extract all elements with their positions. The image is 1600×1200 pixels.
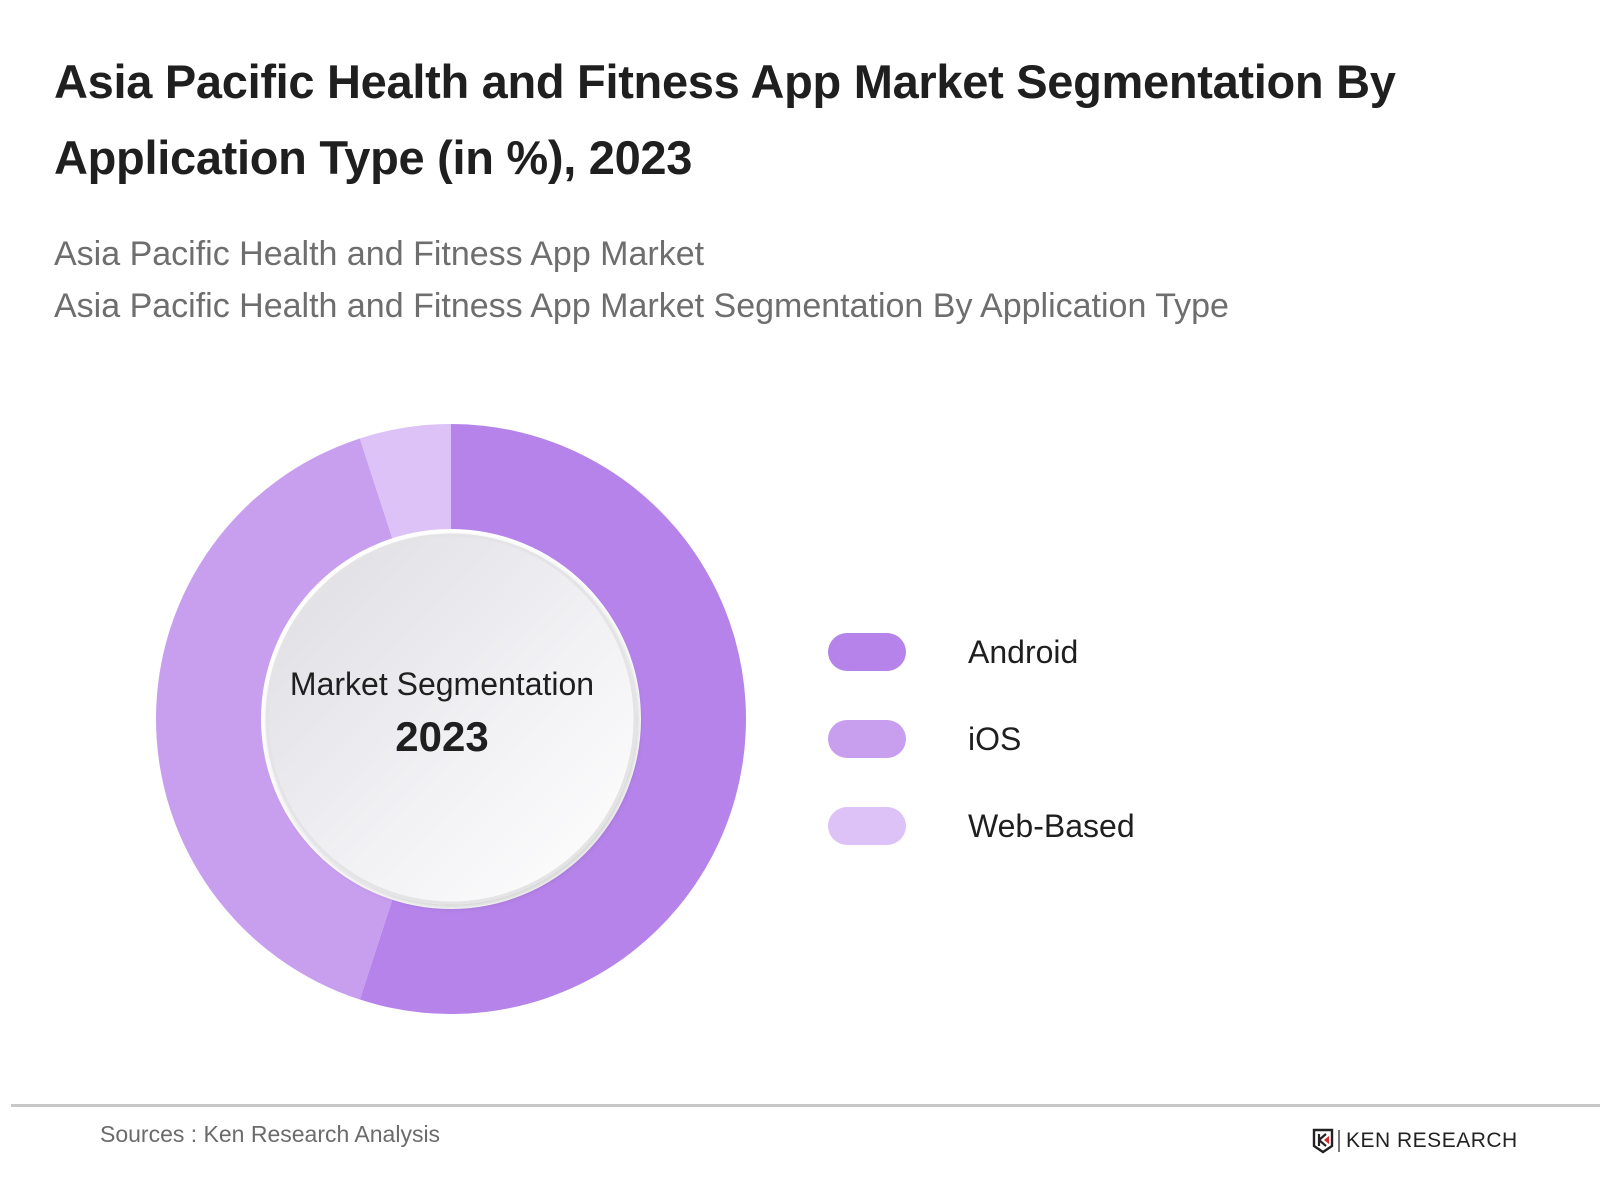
brand-name: KEN RESEARCH bbox=[1346, 1129, 1518, 1152]
donut-chart: Market Segmentation 2023 bbox=[150, 415, 760, 1025]
ken-research-shield-icon bbox=[1312, 1128, 1334, 1154]
legend: Android iOS Web-Based bbox=[828, 633, 1135, 894]
legend-item-android[interactable]: Android bbox=[828, 633, 1135, 671]
subtitle-line-2: Asia Pacific Health and Fitness App Mark… bbox=[54, 287, 1229, 325]
legend-item-web-based[interactable]: Web-Based bbox=[828, 807, 1135, 845]
brand-separator bbox=[1338, 1130, 1340, 1152]
donut-hole bbox=[265, 533, 637, 905]
legend-swatch-ios bbox=[828, 720, 906, 758]
chart-subtitle: Asia Pacific Health and Fitness App Mark… bbox=[54, 228, 1229, 332]
legend-item-ios[interactable]: iOS bbox=[828, 720, 1135, 758]
donut-svg bbox=[156, 424, 747, 1014]
legend-swatch-android bbox=[828, 633, 906, 671]
subtitle-line-1: Asia Pacific Health and Fitness App Mark… bbox=[54, 235, 705, 273]
sources-note: Sources : Ken Research Analysis bbox=[100, 1121, 441, 1147]
legend-label-ios: iOS bbox=[968, 720, 1022, 757]
legend-swatch-web-based bbox=[828, 807, 906, 845]
legend-label-android: Android bbox=[968, 633, 1079, 670]
legend-label-web-based: Web-Based bbox=[968, 807, 1135, 844]
footer-divider bbox=[11, 1104, 1600, 1107]
ken-research-logo: KEN RESEARCH bbox=[1312, 1128, 1518, 1154]
chart-title: Asia Pacific Health and Fitness App Mark… bbox=[54, 55, 1396, 184]
